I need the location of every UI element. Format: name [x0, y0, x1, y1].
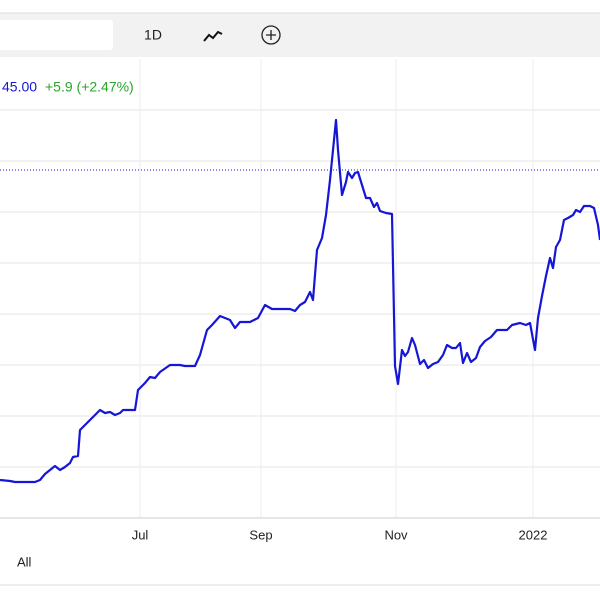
price-change: +5.9 (+2.47%) — [45, 79, 134, 95]
add-icon — [261, 25, 281, 45]
plot: Jul Sep Nov 2022 — [0, 59, 600, 542]
range-all-button[interactable]: All — [17, 554, 32, 569]
x-tick-label: Jul — [132, 527, 149, 542]
x-tick-label: 2022 — [519, 527, 548, 542]
add-button[interactable] — [261, 25, 281, 45]
search-input[interactable] — [0, 20, 113, 50]
chart-type-icon[interactable] — [203, 30, 223, 42]
x-tick-label: Sep — [249, 527, 272, 542]
add-icon-cross — [266, 30, 276, 40]
x-tick-label: Nov — [384, 527, 408, 542]
interval-button[interactable]: 1D — [144, 27, 162, 43]
price-line — [0, 118, 600, 484]
price: 45.00 — [2, 79, 37, 95]
